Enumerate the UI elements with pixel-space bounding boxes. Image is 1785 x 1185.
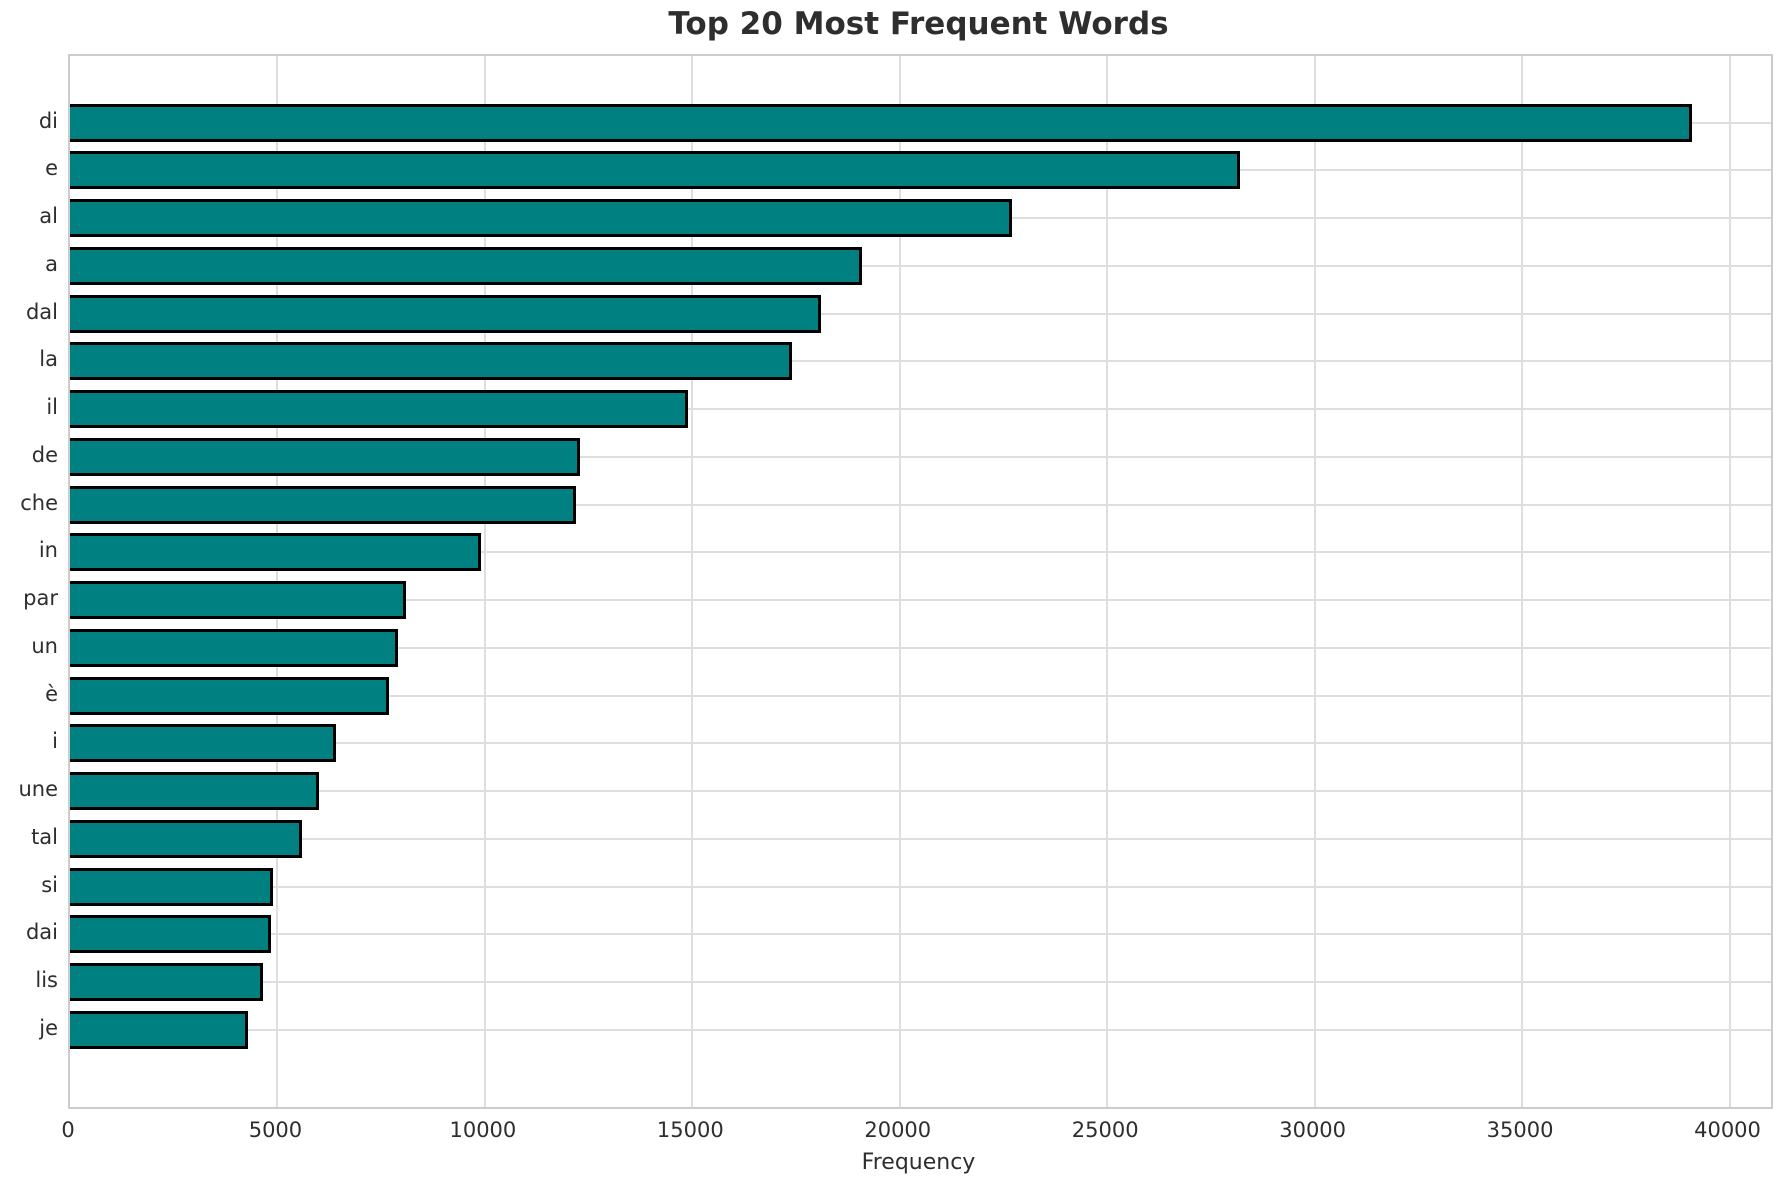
grid-line-vertical — [483, 56, 486, 1107]
bar-par — [70, 581, 407, 619]
plot-area — [68, 54, 1773, 1109]
grid-line-horizontal — [70, 646, 1771, 649]
x-tick-label: 35000 — [1486, 1118, 1554, 1142]
y-tick-label: il — [46, 395, 58, 419]
bar-la — [70, 342, 792, 381]
grid-line-horizontal — [70, 455, 1771, 458]
bar-dai — [70, 915, 272, 954]
y-tick-label: in — [38, 538, 58, 563]
grid-line-horizontal — [70, 837, 1771, 840]
y-tick-label: è — [45, 681, 58, 706]
x-tick-label: 0 — [61, 1118, 75, 1142]
y-tick-label: che — [20, 490, 58, 515]
y-tick-label: lis — [35, 968, 58, 992]
bar-al — [70, 199, 1012, 237]
grid-line-horizontal — [70, 933, 1771, 936]
y-tick-label: tal — [31, 824, 58, 849]
grid-line-horizontal — [70, 360, 1771, 363]
grid-line-horizontal — [70, 551, 1771, 554]
bar-un — [70, 628, 398, 667]
x-tick-label: 25000 — [1071, 1118, 1139, 1142]
x-tick-label: 10000 — [449, 1118, 517, 1142]
bar-tal — [70, 819, 303, 858]
y-tick-label: je — [39, 1015, 58, 1040]
bar-in — [70, 533, 481, 572]
x-tick-label: 20000 — [864, 1118, 932, 1142]
y-tick-label: al — [39, 204, 58, 228]
bar-a — [70, 246, 863, 285]
grid-line-horizontal — [70, 408, 1771, 410]
grid-line-horizontal — [70, 312, 1771, 315]
x-axis-title: Frequency — [861, 1150, 976, 1175]
x-tick-label: 30000 — [1279, 1118, 1347, 1142]
grid-line-vertical — [898, 56, 901, 1107]
y-tick-label: un — [31, 633, 58, 658]
bar-i — [70, 724, 336, 763]
x-tick-label: 15000 — [656, 1118, 724, 1142]
grid-line-horizontal — [70, 503, 1771, 506]
y-tick-label: di — [38, 108, 58, 133]
x-tick-label: 40000 — [1694, 1118, 1761, 1142]
grid-line-horizontal — [70, 694, 1771, 697]
grid-line-horizontal — [70, 885, 1771, 888]
chart-title: Top 20 Most Frequent Words — [668, 6, 1169, 42]
y-tick-label: i — [52, 729, 58, 754]
y-tick-label: dai — [25, 920, 58, 945]
grid-line-horizontal — [70, 981, 1771, 983]
grid-line-horizontal — [70, 790, 1771, 792]
grid-line-horizontal — [70, 1028, 1771, 1031]
grid-line-vertical — [1313, 56, 1316, 1107]
grid-line-vertical — [1521, 56, 1524, 1107]
y-tick-label: la — [39, 347, 58, 372]
bar-è — [70, 676, 390, 715]
grid-line-vertical — [691, 56, 694, 1107]
y-tick-label: dal — [25, 299, 58, 324]
grid-line-horizontal — [70, 264, 1771, 267]
grid-line-horizontal — [70, 742, 1771, 745]
bar-di — [70, 103, 1693, 142]
bar-lis — [70, 963, 263, 1001]
bar-e — [70, 151, 1240, 190]
grid-line-horizontal — [70, 599, 1771, 601]
y-tick-label: par — [23, 586, 58, 610]
y-tick-label: a — [45, 251, 58, 276]
y-tick-label: e — [45, 156, 58, 181]
bar-une — [70, 772, 319, 810]
bar-je — [70, 1010, 249, 1049]
y-tick-label: si — [41, 872, 58, 897]
bar-che — [70, 485, 577, 524]
y-tick-label: une — [18, 777, 58, 801]
bar-il — [70, 390, 689, 428]
bar-de — [70, 437, 581, 476]
y-tick-label: de — [31, 442, 58, 467]
grid-line-vertical — [1728, 56, 1731, 1107]
x-tick-label: 5000 — [248, 1118, 303, 1142]
bar-si — [70, 867, 274, 906]
grid-line-vertical — [1106, 56, 1109, 1107]
bar-dal — [70, 294, 821, 333]
